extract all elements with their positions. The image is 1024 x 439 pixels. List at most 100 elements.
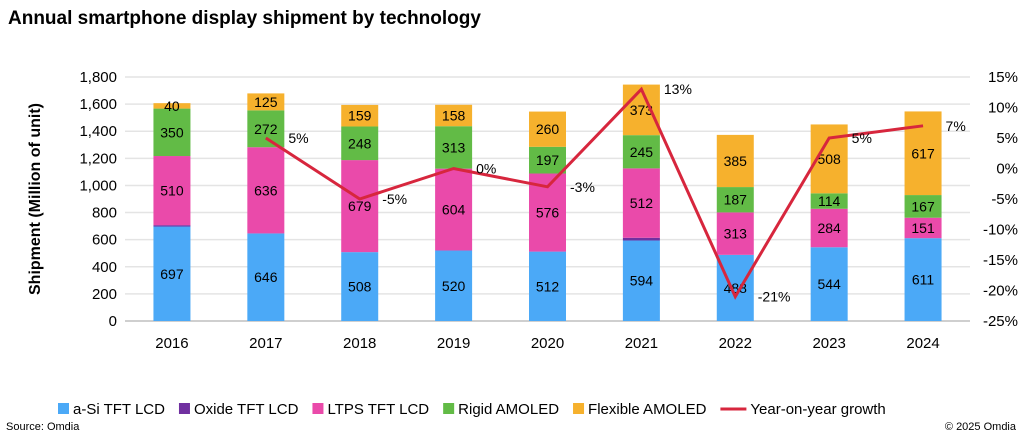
bar-segment — [247, 233, 285, 321]
y2-tick-label: -10% — [983, 222, 1018, 239]
bar-segment — [341, 126, 379, 161]
bar-segment — [810, 193, 848, 209]
data-label: 260 — [536, 121, 560, 137]
bar-segment — [341, 252, 379, 321]
growth-label: 5% — [852, 130, 872, 146]
bar-segment — [153, 156, 191, 226]
y-tick-label: 800 — [92, 205, 117, 222]
growth-label: -3% — [570, 179, 595, 195]
data-label: 272 — [254, 121, 278, 137]
y2-tick-label: 5% — [996, 130, 1018, 147]
legend-swatch — [312, 403, 324, 414]
legend-swatch — [178, 403, 190, 414]
bar-segment — [247, 147, 285, 234]
bar-segment — [435, 126, 473, 169]
data-label: 520 — [442, 278, 466, 294]
data-label: 248 — [348, 135, 372, 151]
data-label: 385 — [724, 153, 748, 169]
y2-tick-label: -20% — [983, 283, 1018, 300]
y-tick-label: 1,400 — [79, 123, 117, 140]
bar-segment — [529, 251, 566, 321]
y-tick-label: 1,200 — [79, 150, 117, 167]
data-label: 245 — [630, 144, 654, 160]
growth-label: 13% — [664, 81, 692, 97]
data-label: 697 — [160, 266, 184, 282]
bar-segment — [622, 237, 660, 241]
data-label: 594 — [630, 273, 654, 289]
chart-title: Annual smartphone display shipment by te… — [8, 8, 481, 29]
bar-segment — [153, 225, 191, 227]
data-label: 197 — [536, 152, 560, 168]
data-label: 576 — [536, 205, 560, 221]
growth-label: -21% — [758, 289, 791, 305]
data-label: 617 — [911, 145, 935, 161]
growth-label: 0% — [476, 161, 496, 177]
growth-label: -5% — [382, 191, 407, 207]
bar-segment — [247, 93, 285, 111]
x-tick-label: 2024 — [906, 335, 939, 352]
x-tick-label: 2016 — [155, 335, 188, 352]
legend-label: Flexible AMOLED — [588, 401, 707, 418]
source-note: Source: Omdia — [6, 421, 80, 433]
bar-segment — [247, 110, 285, 148]
bar-segment — [904, 195, 942, 218]
bar-segment — [622, 168, 660, 238]
data-label: 125 — [254, 94, 278, 110]
data-label: 646 — [254, 269, 278, 285]
bar-segment — [435, 104, 473, 127]
bar-segment — [153, 103, 191, 109]
x-tick-label: 2018 — [343, 335, 376, 352]
data-label: 544 — [817, 276, 841, 292]
x-tick-label: 2022 — [719, 335, 752, 352]
bar-segment — [810, 247, 848, 321]
y-tick-label: 200 — [92, 286, 117, 303]
legend-label: a-Si TFT LCD — [73, 401, 165, 418]
bar-segment — [529, 146, 566, 174]
data-label: 159 — [348, 108, 372, 124]
y-tick-label: 0 — [109, 313, 117, 330]
data-label: 167 — [911, 198, 935, 214]
y2-tick-label: -5% — [991, 191, 1018, 208]
data-label: 508 — [817, 151, 841, 167]
data-label: 604 — [442, 202, 466, 218]
y-tick-label: 1,000 — [79, 177, 117, 194]
legend-label: Oxide TFT LCD — [194, 401, 299, 418]
bar-segment — [529, 111, 566, 147]
y2-tick-label: 10% — [988, 100, 1018, 117]
x-tick-label: 2019 — [437, 335, 470, 352]
y2-tick-label: 0% — [996, 161, 1018, 178]
bar-segment — [622, 135, 660, 169]
y-tick-label: 400 — [92, 259, 117, 276]
data-label: 114 — [818, 193, 841, 209]
data-label: 187 — [724, 192, 748, 208]
bar-segment — [153, 108, 191, 157]
bar-segment — [435, 250, 473, 321]
data-label: 512 — [536, 278, 560, 294]
y2-tick-label: -25% — [983, 313, 1018, 330]
data-label: 350 — [160, 124, 184, 140]
bar-segment — [716, 134, 754, 188]
bar-segment — [904, 111, 942, 196]
growth-label: 7% — [946, 118, 966, 134]
legend-swatch — [443, 403, 455, 414]
data-label: 611 — [912, 272, 935, 288]
bar-segment — [716, 187, 754, 213]
data-label: 284 — [817, 220, 841, 236]
bar-segment — [153, 226, 191, 321]
bar-segment — [810, 208, 848, 248]
data-label: 508 — [348, 279, 372, 295]
legend-swatch — [58, 403, 69, 414]
growth-line — [265, 86, 924, 300]
data-label: 40 — [164, 98, 180, 114]
data-label: 512 — [630, 195, 654, 211]
bar-segment — [341, 104, 379, 127]
copyright-note: © 2025 Omdia — [944, 421, 1016, 433]
data-label: 679 — [348, 198, 372, 214]
data-label: 313 — [724, 226, 748, 242]
bar-segment — [716, 212, 754, 255]
legend-label: Rigid AMOLED — [458, 401, 559, 418]
y-tick-label: 1,600 — [79, 96, 117, 113]
y-axis-label: Shipment (Million of unit) — [27, 103, 44, 295]
